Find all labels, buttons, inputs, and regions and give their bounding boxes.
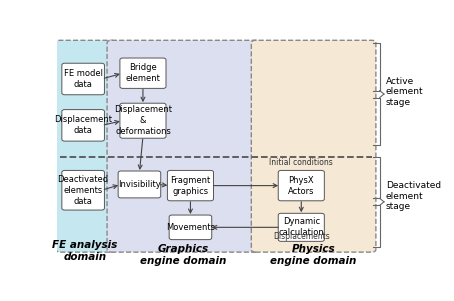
FancyBboxPatch shape [252, 40, 376, 252]
Text: Displacements: Displacements [273, 231, 330, 240]
FancyBboxPatch shape [278, 213, 324, 241]
FancyBboxPatch shape [118, 171, 161, 198]
Text: Deactivated
element
stage: Deactivated element stage [386, 181, 441, 211]
Text: FE model
data: FE model data [64, 69, 103, 89]
Text: PhysX
Actors: PhysX Actors [288, 175, 315, 196]
FancyBboxPatch shape [168, 170, 213, 201]
Text: Deactivated
elements
data: Deactivated elements data [58, 175, 109, 206]
Text: Graphics
engine domain: Graphics engine domain [140, 244, 227, 265]
FancyBboxPatch shape [169, 215, 212, 240]
FancyBboxPatch shape [120, 103, 166, 138]
Text: Displacement
data: Displacement data [54, 115, 112, 135]
FancyBboxPatch shape [56, 40, 115, 252]
FancyBboxPatch shape [62, 110, 104, 141]
Text: Displacement
&
deformations: Displacement & deformations [114, 105, 172, 136]
FancyBboxPatch shape [62, 170, 104, 210]
Text: Initial conditions: Initial conditions [269, 158, 333, 167]
Text: Physics
engine domain: Physics engine domain [271, 244, 357, 265]
Text: Movements: Movements [166, 223, 215, 232]
Text: Bridge
element: Bridge element [125, 63, 160, 83]
FancyBboxPatch shape [62, 63, 104, 95]
Text: FE analysis
domain: FE analysis domain [52, 240, 118, 262]
FancyBboxPatch shape [107, 40, 260, 252]
Text: Fragment
graphics: Fragment graphics [170, 175, 211, 196]
Text: Invisibility: Invisibility [118, 180, 161, 189]
Text: Dynamic
calculation: Dynamic calculation [278, 217, 324, 237]
Text: Active
element
stage: Active element stage [386, 77, 423, 107]
FancyBboxPatch shape [278, 170, 324, 201]
FancyBboxPatch shape [120, 58, 166, 88]
